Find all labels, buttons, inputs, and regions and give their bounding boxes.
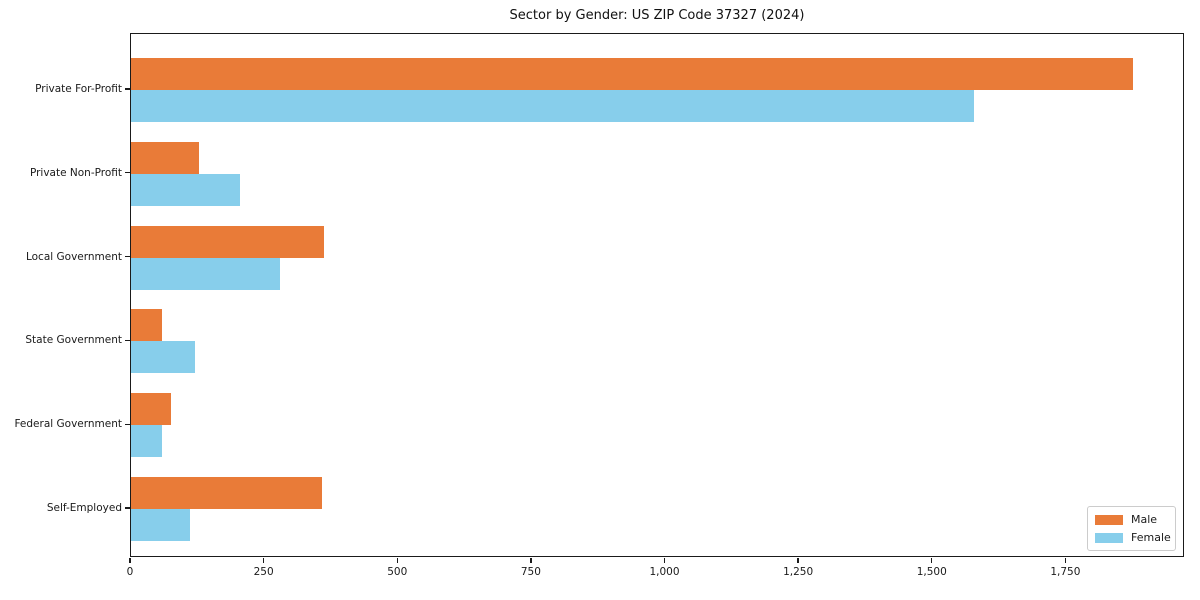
legend-label-male: Male [1131, 513, 1158, 526]
bar-male-state-government [131, 309, 162, 342]
legend-entry-male: Male [1095, 513, 1167, 526]
x-tick-mark [663, 558, 666, 563]
y-tick-mark [125, 88, 130, 90]
bar-male-private-non-profit [131, 141, 199, 174]
x-tick-mark [931, 558, 933, 563]
legend: Male Female [1087, 506, 1176, 551]
y-tick-mark [125, 507, 130, 509]
y-label-private-for-profit: Private For-Profit [35, 83, 122, 95]
y-label-private-non-profit: Private Non-Profit [29, 166, 122, 179]
x-tick-label-1250: 1,250 [783, 566, 814, 578]
x-tick-mark [129, 558, 131, 563]
bar-female-private-for-profit [131, 90, 975, 122]
y-label-self-employed: Self-Employed [46, 502, 122, 514]
x-tick-label-500: 500 [387, 566, 408, 578]
x-tick-label-1500: 1,500 [916, 566, 947, 578]
x-tick-mark [396, 558, 398, 563]
bar-female-private-non-profit [131, 173, 241, 206]
y-tick-mark [125, 172, 130, 174]
x-tick-label-1000: 1,000 [649, 566, 680, 578]
x-tick-mark [530, 558, 532, 563]
x-tick-mark [1064, 558, 1067, 563]
x-tick-label-750: 750 [520, 566, 541, 578]
bar-male-self-employed [131, 477, 322, 509]
female-swatch-icon [1095, 532, 1123, 543]
bar-female-state-government [131, 341, 196, 374]
bar-male-federal-government [131, 393, 171, 426]
legend-label-female: Female [1131, 531, 1171, 544]
bar-female-federal-government [131, 425, 163, 458]
y-tick-mark [125, 339, 130, 342]
legend-entry-female: Female [1095, 531, 1171, 544]
bar-male-private-for-profit [131, 58, 1133, 90]
y-label-federal-government: Federal Government [14, 418, 122, 431]
chart-title: Sector by Gender: US ZIP Code 37327 (202… [509, 8, 805, 23]
y-tick-mark [125, 255, 130, 258]
y-tick-mark [125, 423, 130, 425]
x-tick-label-0: 0 [126, 566, 134, 578]
x-tick-label-250: 250 [253, 566, 274, 578]
y-label-local-government: Local Government [25, 250, 122, 263]
y-label-state-government: State Government [25, 334, 122, 347]
bar-male-local-government [131, 225, 325, 258]
x-tick-mark [262, 558, 265, 563]
male-swatch-icon [1095, 514, 1123, 525]
x-tick-label-1750: 1,750 [1050, 566, 1081, 578]
bar-female-self-employed [131, 509, 190, 541]
x-tick-mark [797, 558, 799, 563]
plot-area: Male Female [130, 33, 1184, 557]
bar-female-local-government [131, 257, 281, 290]
bars-layer [131, 34, 1183, 556]
